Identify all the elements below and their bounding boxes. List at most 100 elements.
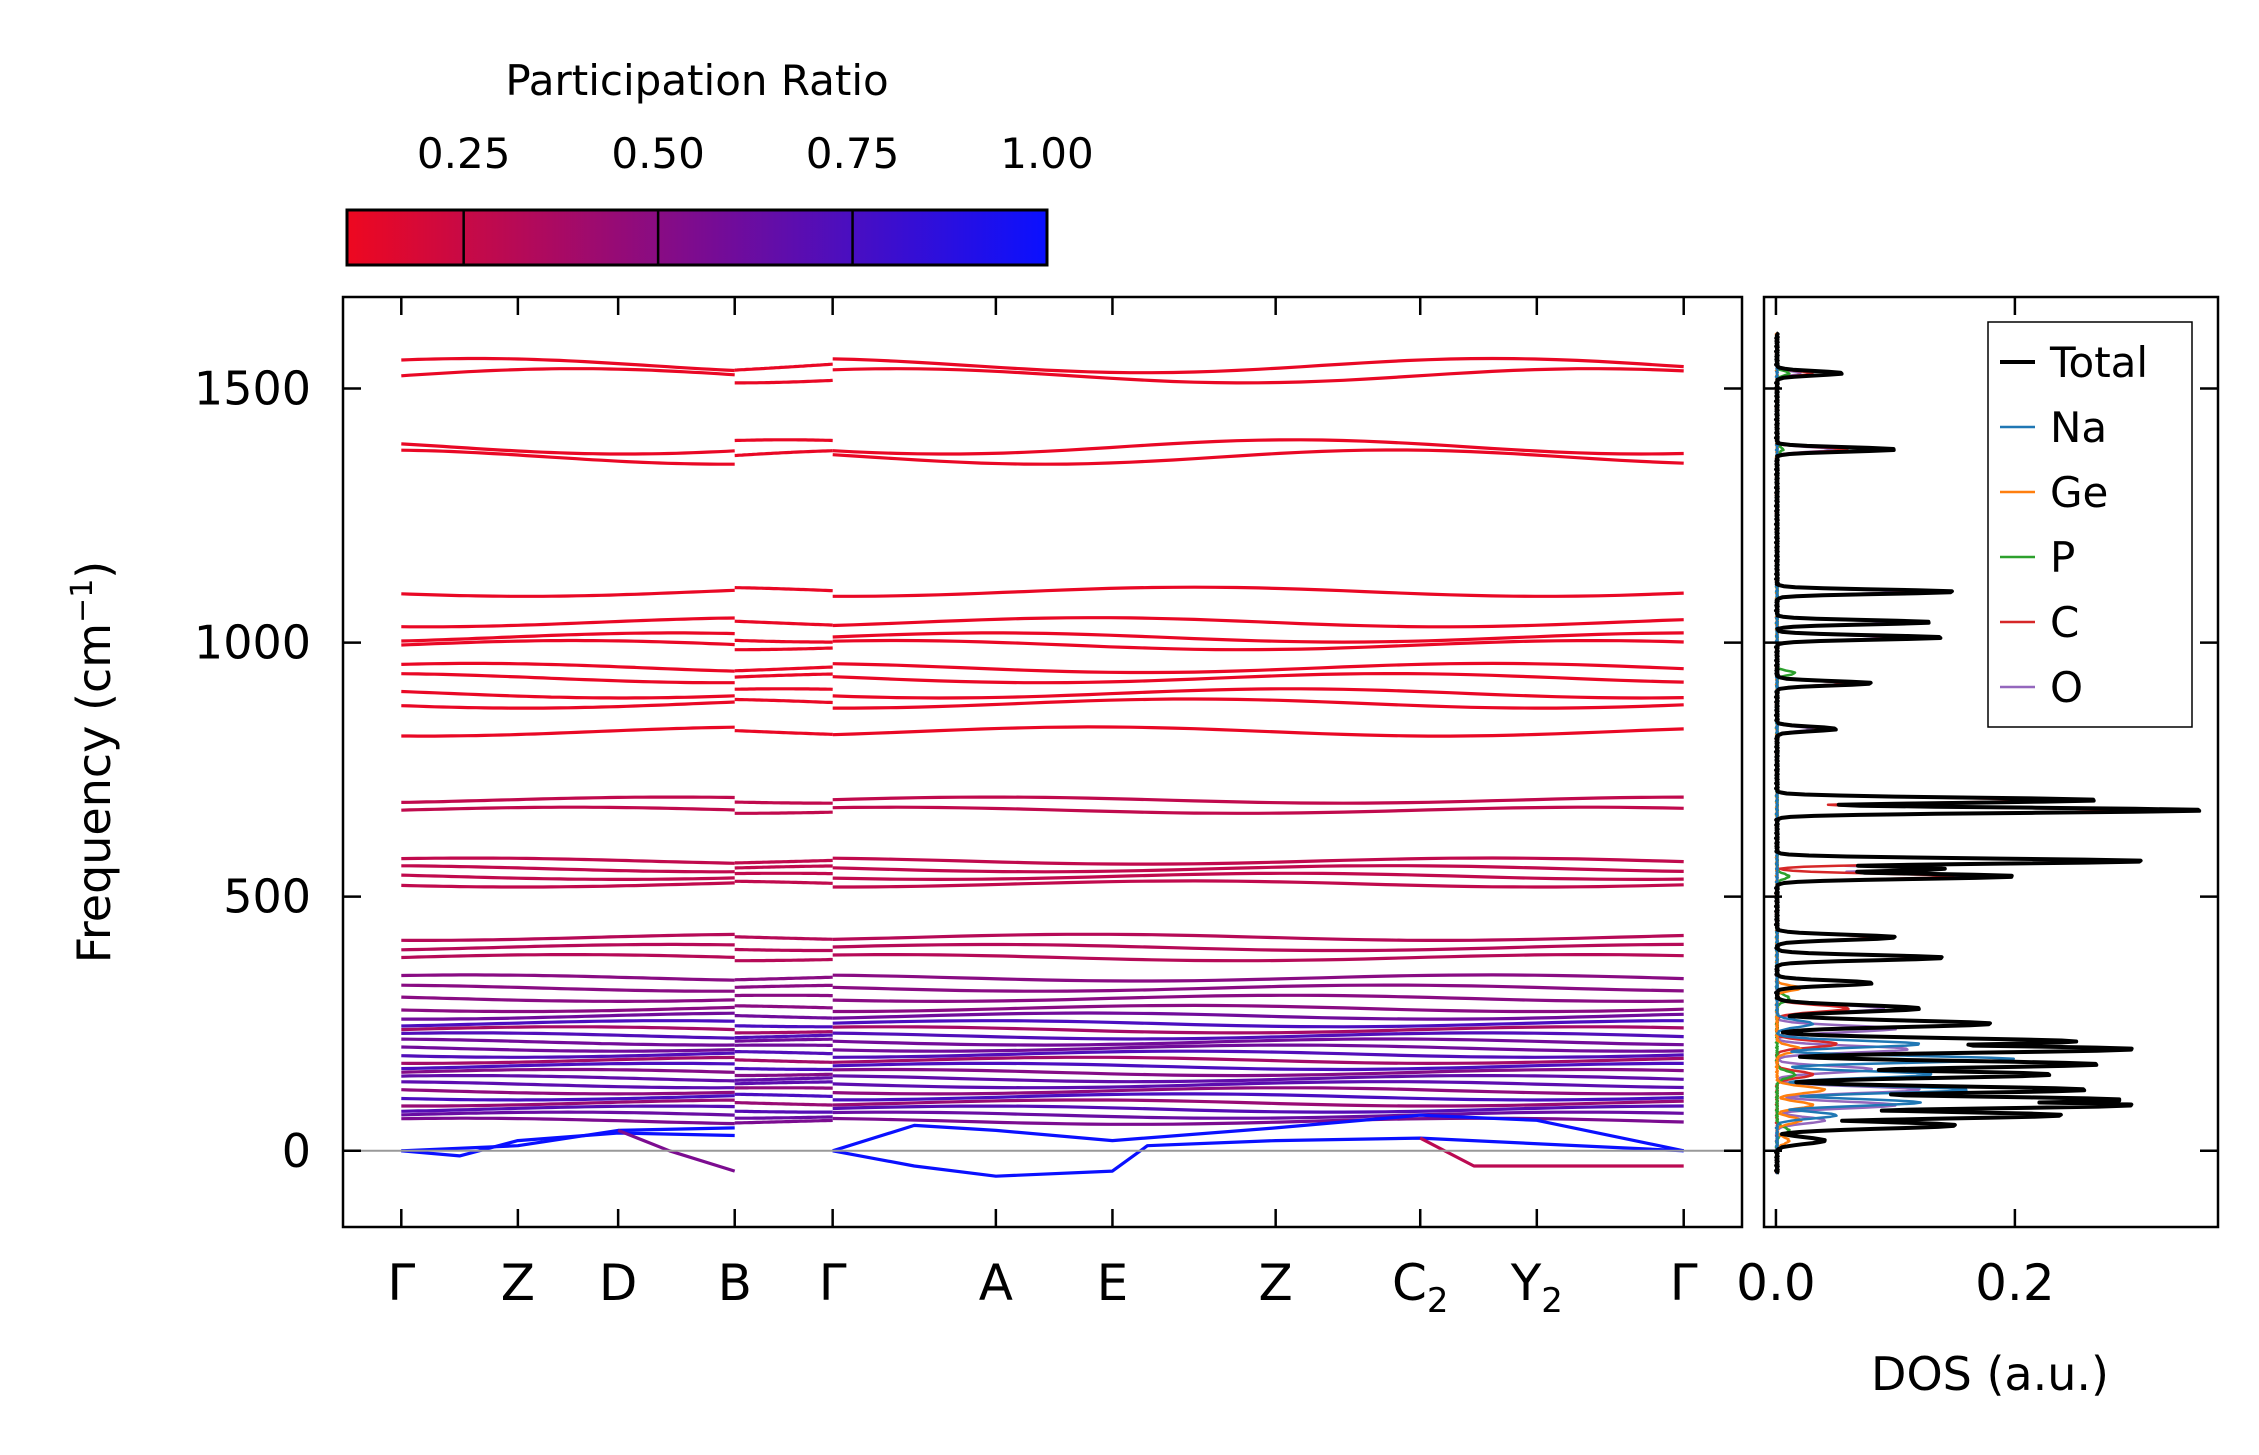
band-lines (401, 356, 1685, 1178)
band-line (734, 1109, 833, 1114)
band-line (734, 619, 833, 627)
band-line (734, 947, 833, 953)
band-line (401, 1074, 735, 1083)
band-line (832, 661, 1684, 675)
band-line (734, 1115, 833, 1120)
frequency-axis-label: Frequency (cm−1) (65, 561, 121, 964)
band-line (832, 1116, 1684, 1126)
band-line (401, 1104, 735, 1113)
band-line (401, 661, 735, 673)
band-line (734, 864, 833, 870)
band-line (401, 1055, 735, 1065)
kpoint-label: E (1097, 1254, 1129, 1312)
band-line (734, 1080, 833, 1086)
band-line (832, 871, 1684, 882)
acoustic-band-line (401, 1126, 735, 1153)
band-line (832, 1092, 1684, 1102)
acoustic-band-line (832, 1136, 1684, 1178)
kpath-ticks: Γ Z D B Γ A E Z C2 Y2 Γ (387, 297, 1698, 1321)
band-line (401, 795, 735, 804)
frequency-tick-label: 1000 (194, 616, 311, 670)
kpoint-label: Z (1259, 1254, 1293, 1312)
band-line (832, 697, 1684, 710)
legend-entry-total: Total (2049, 338, 2148, 387)
band-line (734, 1072, 833, 1078)
band-line (832, 1025, 1684, 1035)
band-line (832, 932, 1684, 942)
band-line (734, 638, 833, 644)
colorbar-gradient (345, 208, 1049, 267)
band-line (401, 1061, 735, 1071)
band-line (832, 805, 1684, 815)
band-line (734, 687, 833, 691)
legend-entry-c: C (2050, 598, 2079, 647)
band-line (401, 973, 735, 982)
band-line (734, 1076, 833, 1082)
band-line (832, 367, 1684, 385)
frequency-tick-label: 0 (282, 1124, 311, 1178)
band-line (832, 1011, 1684, 1021)
band-line (401, 873, 735, 881)
band-line (401, 1045, 735, 1053)
dos-curve-total (1774, 331, 2202, 1175)
kpoint-label: Z (501, 1254, 535, 1312)
colorbar-ticks: 0.25 0.50 0.75 1.00 (417, 129, 1094, 265)
band-line (734, 378, 833, 385)
kpoint-label: C2 (1392, 1254, 1449, 1321)
acoustic-band-line (401, 1131, 735, 1158)
band-line (832, 942, 1684, 953)
band-line (832, 1098, 1684, 1108)
band-line (734, 1037, 833, 1043)
frequency-tick-label: 1500 (194, 361, 311, 415)
band-line (401, 689, 735, 700)
band-line (401, 631, 735, 643)
band-line (734, 800, 833, 805)
band-line (401, 356, 735, 373)
kpoint-label: B (718, 1254, 752, 1312)
band-line (401, 953, 735, 960)
kpoint-label: D (599, 1254, 638, 1312)
legend-entry-p: P (2050, 533, 2075, 582)
band-line (401, 1031, 735, 1040)
band-line (832, 1080, 1684, 1090)
band-line (734, 586, 833, 593)
band-line (401, 1019, 735, 1028)
band-line (832, 1067, 1684, 1078)
band-line (832, 993, 1684, 1004)
band-line (832, 1055, 1684, 1066)
band-line (832, 631, 1684, 644)
band-line (832, 616, 1684, 629)
band-line (832, 438, 1684, 456)
band-axes-frame (341, 295, 1744, 1229)
band-line (832, 687, 1684, 700)
legend-entry-ge: Ge (2050, 468, 2108, 517)
band-line (401, 805, 735, 812)
band-line (401, 725, 735, 738)
dos-tick-label: 0.0 (1736, 1254, 1816, 1312)
band-line (401, 1110, 735, 1117)
band-line (734, 1033, 833, 1040)
band-line (401, 1037, 735, 1047)
band-line (734, 1101, 833, 1107)
band-line (734, 672, 833, 679)
band-line (832, 1110, 1684, 1120)
band-line (401, 942, 735, 952)
band-line (832, 725, 1684, 738)
band-line (734, 1030, 833, 1035)
band-line (832, 1061, 1684, 1072)
band-line (832, 795, 1684, 805)
dos-axis-label: DOS (a.u.) (1871, 1347, 2109, 1401)
band-line (401, 856, 735, 865)
band-line (734, 858, 833, 865)
band-line (832, 973, 1684, 983)
colorbar-label: Participation Ratio (505, 56, 888, 105)
band-line (734, 1024, 833, 1029)
band-line (734, 1014, 833, 1020)
band-line (832, 1049, 1684, 1059)
band-line (832, 1043, 1684, 1053)
band-line (832, 1074, 1684, 1084)
colorbar-tick-label: 0.50 (611, 129, 705, 178)
band-structure-panel: 0 500 1000 1500 Γ Z D B Γ A E Z C2 Y2 Γ Frequency (cm… (65, 295, 1744, 1321)
dos-panel: 0.0 0.2 DOS (a.u.) Total Na Ge PCO (1736, 295, 2220, 1401)
band-line (401, 367, 735, 378)
